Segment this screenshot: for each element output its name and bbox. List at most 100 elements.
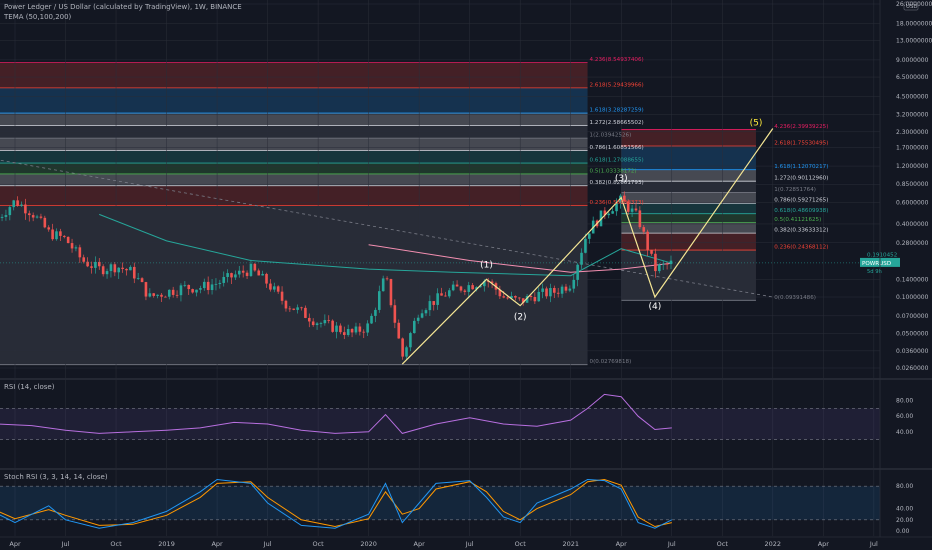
price-tick-label: 1.2000000 xyxy=(896,163,929,170)
fib-large-band xyxy=(0,151,588,163)
candle-body xyxy=(199,288,202,290)
candle-body xyxy=(565,287,568,291)
candle-body xyxy=(47,227,50,229)
candle-body xyxy=(304,308,307,318)
candle-body xyxy=(63,236,66,237)
candle-body xyxy=(12,200,15,207)
stoch-tick-label: 0.00 xyxy=(896,528,910,535)
rsi-tick-label: 60.00 xyxy=(896,413,913,420)
price-tick-label: 0.0500000 xyxy=(896,331,929,338)
price-tick-label: 1.7000000 xyxy=(896,145,929,152)
candle-body xyxy=(362,332,365,333)
candle-body xyxy=(382,278,385,291)
candle-body xyxy=(374,310,377,316)
fib-large-level-label: 0.618(1.27088655) xyxy=(590,158,644,164)
candle-body xyxy=(110,264,113,271)
fib-large-level-label: 1.272(2.58665502) xyxy=(590,120,644,126)
wave-label: (5) xyxy=(750,118,763,128)
candle-body xyxy=(335,326,338,332)
candle-body xyxy=(436,293,439,305)
fib-large-band xyxy=(0,63,588,88)
fib-large-band xyxy=(0,163,588,174)
time-tick-label: Apr xyxy=(414,540,426,548)
candle-body xyxy=(549,288,552,296)
candle-body xyxy=(184,285,187,286)
candle-body xyxy=(40,217,43,218)
candle-body xyxy=(250,264,253,276)
candle-body xyxy=(246,273,249,276)
candle-body xyxy=(394,305,397,323)
candle-body xyxy=(86,262,89,267)
candle-body xyxy=(9,207,12,215)
candle-body xyxy=(141,278,144,282)
candle-body xyxy=(238,271,241,275)
candle-body xyxy=(646,232,649,250)
fib-large-band xyxy=(0,138,588,151)
candle-body xyxy=(117,268,120,273)
candle-body xyxy=(506,298,509,299)
time-tick-label: 2020 xyxy=(360,540,377,548)
candle-body xyxy=(518,298,521,299)
candle-body xyxy=(106,271,109,274)
price-tick-label: 0.0360000 xyxy=(896,348,929,355)
candle-body xyxy=(137,278,140,279)
candle-body xyxy=(55,231,58,239)
fib-large-level-label: 0.5(1.03338172) xyxy=(590,168,637,174)
trading-chart[interactable]: POWRUSD0.19104525d 9h (1)(2)(3)(4)(5) 4.… xyxy=(0,0,932,550)
price-tick-label: 13.0000000 xyxy=(896,38,932,45)
candle-body xyxy=(300,307,303,308)
candle-body xyxy=(534,297,537,301)
candle-body xyxy=(281,292,284,301)
candle-body xyxy=(187,285,190,289)
fib-small-level-label: 0(0.09391486) xyxy=(774,295,816,301)
fib-small-level-label: 0.382(0.33633312) xyxy=(774,228,828,234)
fib-small-level-label: 0.5(0.41121625) xyxy=(774,217,821,223)
indicator-legend[interactable]: TEMA (50,100,200) xyxy=(4,13,71,21)
candle-body xyxy=(79,247,82,257)
candle-body xyxy=(421,313,424,317)
rsi-pane[interactable]: RSI (14, close) 80.00 60.00 40.00 xyxy=(0,379,932,440)
time-tick-label: 2022 xyxy=(765,540,782,548)
candle-body xyxy=(514,296,517,298)
fib-large-level-label: 2.618(5.29439966) xyxy=(590,82,644,88)
candle-body xyxy=(502,296,505,297)
fib-large-band xyxy=(0,174,588,186)
time-axis[interactable]: Apr Jul Oct 2019 Apr Jul Oct 2020 Apr Jul Oct 2021 A… xyxy=(0,537,932,548)
candle-body xyxy=(432,301,435,305)
candle-body xyxy=(160,295,163,297)
candle-body xyxy=(164,297,167,298)
candle-body xyxy=(444,296,447,297)
candle-body xyxy=(203,282,206,288)
candle-body xyxy=(386,278,389,279)
candle-body xyxy=(1,217,4,218)
candle-body xyxy=(670,261,673,264)
price-tick-label: 3.2000000 xyxy=(896,111,929,118)
fib-large-level-label: 0.786(1.60851566) xyxy=(590,145,644,151)
candle-body xyxy=(149,293,152,296)
candle-body xyxy=(242,271,245,273)
fib-small-level-label: 1(0.72851764) xyxy=(774,187,816,193)
candle-body xyxy=(145,282,148,297)
price-tick-label: 2.3000000 xyxy=(896,129,929,136)
fib-small-band xyxy=(621,233,756,250)
candle-body xyxy=(285,301,288,309)
candle-body xyxy=(296,307,299,310)
candle-body xyxy=(569,289,572,291)
time-tick-label: 2019 xyxy=(158,540,175,548)
stoch-rsi-pane[interactable]: Stoch RSI (3, 3, 14, 14, close) 80.00 40.0… xyxy=(0,469,932,535)
candle-body xyxy=(666,264,669,265)
price-tick-label: 0.1400000 xyxy=(896,276,929,283)
candle-body xyxy=(152,293,155,296)
main-pane[interactable]: POWRUSD 0.1910452 5d 9h (1) (2) (3) (4) (5) 4.… xyxy=(0,0,900,536)
candle-body xyxy=(359,327,362,332)
candle-body xyxy=(639,210,642,227)
time-tick-label: Apr xyxy=(211,540,223,548)
candle-body xyxy=(448,290,451,296)
candle-body xyxy=(541,288,544,291)
price-axis[interactable]: 26.0000000 18.0000000 13.0000000 9.0000000 6… xyxy=(880,0,932,537)
candle-body xyxy=(339,326,342,333)
candle-body xyxy=(261,274,264,275)
time-tick-label: Jul xyxy=(263,540,272,548)
candle-body xyxy=(172,290,175,295)
rsi-tick-label: 40.00 xyxy=(896,429,913,436)
